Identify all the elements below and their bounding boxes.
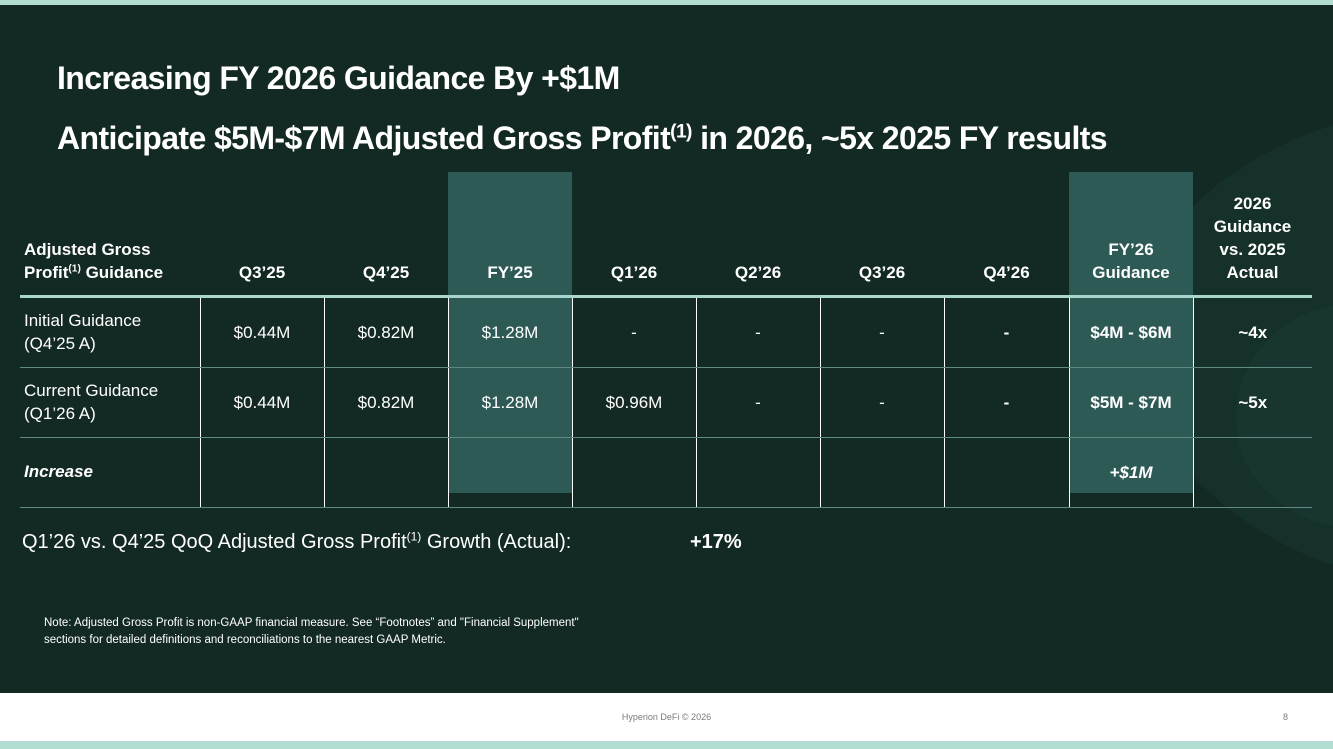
table-row-increase: Increase +$1M (20, 437, 1312, 508)
cell-q3-26: - (819, 367, 944, 438)
header-q4-26: Q4’26 (944, 172, 1069, 298)
cell-q1-26 (571, 437, 696, 508)
header-guidance-vs-actual: 2026 Guidance vs. 2025 Actual (1193, 172, 1312, 298)
cell-q1-26: - (571, 296, 696, 368)
header-fy26-guidance: FY’26 Guidance (1069, 172, 1193, 298)
cell-fy26-guidance: $4M - $6M (1068, 296, 1193, 368)
footer: Hyperion DeFi © 2026 8 (0, 693, 1333, 741)
row-label: Current Guidance (Q1’26 A) (20, 367, 200, 438)
subtitle-text: Anticipate $5M-$7M Adjusted Gross Profit (57, 120, 671, 156)
header-q3-25: Q3’25 (200, 172, 324, 298)
cell-q1-26: $0.96M (571, 367, 696, 438)
qoq-growth-label: Q1’26 vs. Q4’25 QoQ Adjusted Gross Profi… (22, 529, 572, 553)
cell-fy25: $1.28M (447, 296, 572, 368)
header-fy25: FY’25 (448, 172, 572, 298)
cell-q2-26: - (695, 367, 820, 438)
header-q1-26: Q1’26 (572, 172, 696, 298)
cell-fy25 (447, 437, 572, 508)
cell-q3-25 (199, 437, 324, 508)
header-q2-26: Q2’26 (696, 172, 820, 298)
footer-copyright: Hyperion DeFi © 2026 (621, 712, 712, 722)
row-label: Initial Guidance (Q4’25 A) (20, 296, 200, 368)
table-row-initial-guidance: Initial Guidance (Q4’25 A) $0.44M $0.82M … (20, 296, 1312, 368)
slide-subtitle: Anticipate $5M-$7M Adjusted Gross Profit… (57, 119, 1108, 157)
cell-vs-actual: ~5x (1192, 367, 1312, 438)
cell-q4-25 (323, 437, 448, 508)
qoq-growth-value: +17% (690, 531, 742, 553)
cell-fy26-guidance: +$1M (1068, 437, 1193, 508)
cell-vs-actual (1192, 437, 1312, 508)
guidance-table: Adjusted Gross Profit(1) Guidance Q3’25 Q… (20, 172, 1312, 508)
cell-q4-26: - (943, 367, 1069, 438)
cell-q3-26: - (819, 296, 944, 368)
cell-fy26-guidance: $5M - $7M (1068, 367, 1193, 438)
slide-title: Increasing FY 2026 Guidance By +$1M (57, 60, 620, 96)
footnote-marker: (1) (670, 121, 692, 143)
cell-q3-25: $0.44M (199, 296, 324, 368)
cell-fy25: $1.28M (447, 367, 572, 438)
cell-q2-26 (695, 437, 820, 508)
page-number: 8 (1282, 712, 1288, 722)
cell-q2-26: - (695, 296, 820, 368)
table-header-row: Adjusted Gross Profit(1) Guidance Q3’25 Q… (20, 172, 1312, 298)
footnote-note: Note: Adjusted Gross Profit is non-GAAP … (44, 617, 579, 647)
header-q3-26: Q3’26 (820, 172, 944, 298)
header-row-label: Adjusted Gross Profit(1) Guidance (20, 172, 200, 298)
cell-q3-26 (819, 437, 944, 508)
cell-q3-25: $0.44M (199, 367, 324, 438)
cell-q4-26: - (943, 296, 1069, 368)
header-q4-25: Q4’25 (324, 172, 448, 298)
table-row-current-guidance: Current Guidance (Q1’26 A) $0.44M $0.82M … (20, 367, 1312, 438)
subtitle-text-end: in 2026, ~5x 2025 FY results (691, 120, 1108, 156)
cell-vs-actual: ~4x (1192, 296, 1312, 368)
cell-q4-26 (943, 437, 1069, 508)
row-label: Increase (20, 437, 200, 508)
cell-q4-25: $0.82M (323, 367, 448, 438)
cell-q4-25: $0.82M (323, 296, 448, 368)
footnote-marker: (1) (406, 529, 422, 544)
